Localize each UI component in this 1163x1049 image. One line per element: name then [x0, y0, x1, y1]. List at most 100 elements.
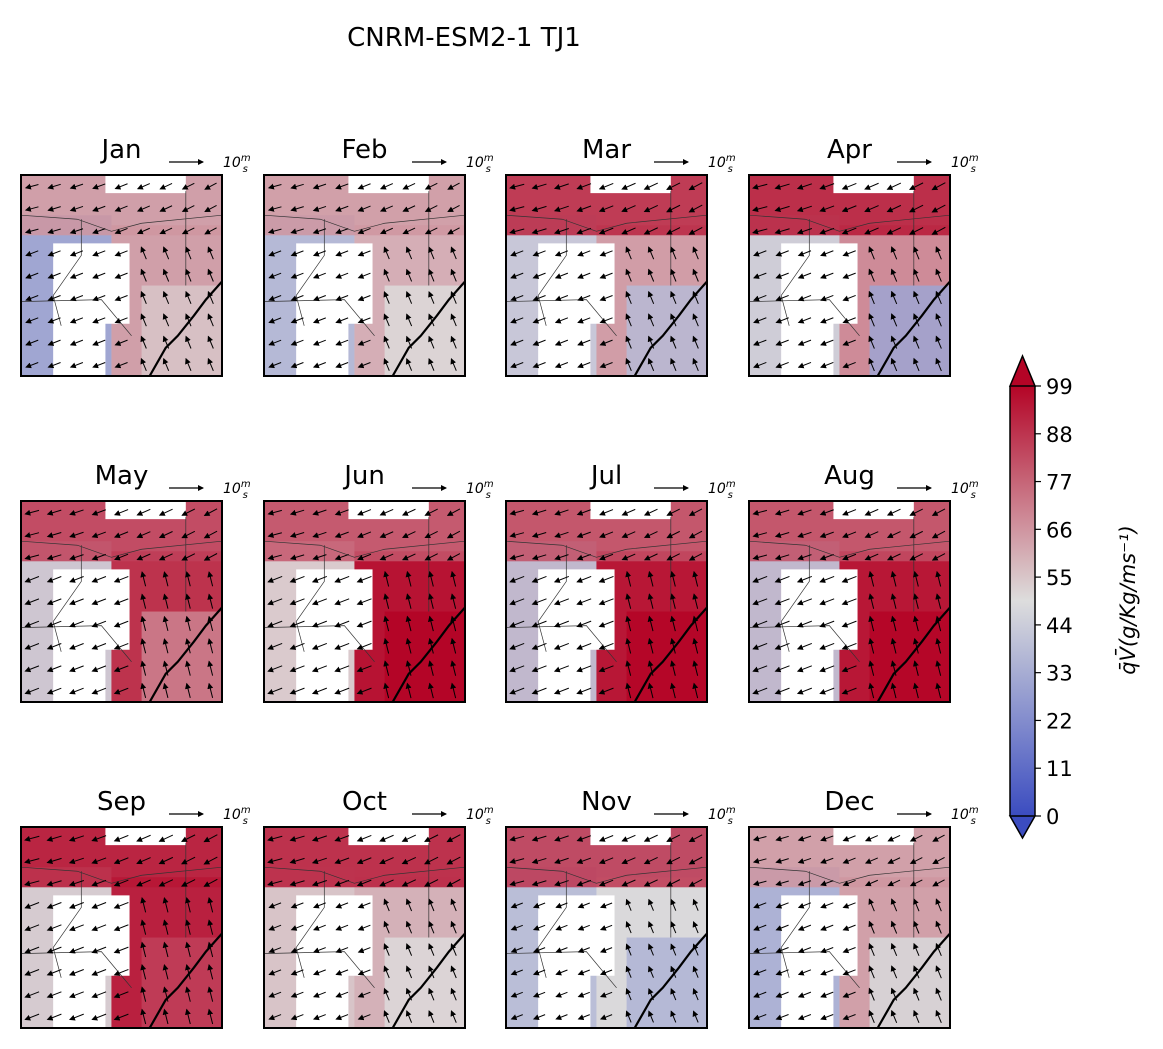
wind-vector — [625, 943, 632, 956]
coastline — [148, 932, 222, 1028]
wind-vector — [267, 687, 283, 695]
panel-frame — [20, 826, 223, 1029]
wind-vector — [379, 183, 393, 190]
wind-vector — [775, 924, 789, 931]
panel-jan: Jan 10m s — [20, 135, 251, 377]
wind-vector — [401, 834, 417, 842]
wind-vector — [797, 272, 812, 279]
wind-vector — [313, 947, 326, 954]
wind-vector — [140, 313, 147, 327]
wind-vector — [68, 1013, 84, 1021]
wind-vector — [290, 339, 304, 346]
wind-vector — [554, 857, 569, 865]
wind-vector — [335, 250, 349, 257]
quiver-key-unit-den: s — [486, 490, 491, 501]
wind-vector — [935, 965, 942, 979]
wind-vector — [207, 941, 214, 958]
wind-vector — [204, 205, 217, 213]
wind-vector — [91, 576, 107, 583]
wind-vector — [647, 682, 654, 699]
wind-vector — [555, 991, 568, 998]
wind-vector — [670, 921, 677, 934]
mask-north — [348, 175, 429, 194]
wind-vector — [819, 575, 835, 583]
wind-vector — [162, 246, 170, 260]
wind-vector — [753, 947, 767, 954]
wind-vector — [402, 205, 416, 212]
wind-vector — [752, 880, 767, 887]
wind-vector — [311, 835, 327, 842]
wind-vector — [864, 205, 879, 213]
country-borders — [749, 517, 950, 663]
wind-vector — [598, 575, 614, 583]
panel-oct: Oct 10m s — [263, 787, 494, 1029]
wind-vector — [842, 553, 857, 561]
wind-vector — [890, 965, 898, 979]
wind-vector — [114, 183, 128, 190]
wind-vector — [599, 250, 613, 257]
wind-vector — [114, 339, 128, 346]
wind-vector — [46, 1013, 62, 1021]
wind-vector — [819, 183, 835, 190]
wind-vector — [842, 924, 856, 931]
wind-vector — [267, 554, 282, 561]
wind-vector — [688, 553, 703, 561]
wind-vector — [401, 508, 416, 516]
wind-vector — [797, 294, 812, 302]
wind-vector — [692, 357, 699, 372]
wind-vector — [92, 272, 106, 279]
wind-vector — [599, 509, 614, 516]
wind-vector — [383, 313, 390, 327]
wind-vector — [113, 857, 129, 865]
wind-vector — [509, 858, 525, 864]
wind-vector — [140, 335, 147, 349]
wind-vector — [935, 920, 942, 934]
wind-vector — [774, 665, 790, 673]
wind-vector — [931, 530, 946, 539]
wind-vector — [428, 358, 435, 371]
colorbar-tick-label: 11 — [1046, 757, 1073, 781]
wind-vector — [598, 205, 614, 213]
quiver-key-value: 10 — [223, 807, 241, 823]
wind-vector — [335, 991, 349, 998]
wind-vector — [185, 357, 192, 372]
wind-vector — [820, 339, 834, 346]
wind-vector — [450, 660, 457, 676]
wind-vector — [643, 857, 658, 865]
wind-vector — [383, 268, 390, 282]
wind-vector — [24, 924, 40, 932]
wind-vector — [820, 294, 834, 302]
wind-vector — [753, 361, 767, 369]
wind-vector — [913, 987, 920, 1001]
wind-vector — [820, 361, 834, 369]
wind-vector — [886, 531, 901, 539]
wind-vector — [69, 531, 84, 539]
wind-vector — [207, 335, 214, 349]
wind-vector — [290, 295, 304, 302]
wind-vector — [647, 570, 654, 587]
wind-vector — [796, 620, 813, 628]
wind-vector — [383, 291, 390, 304]
wind-vector — [532, 317, 546, 324]
wind-vector — [428, 898, 435, 912]
wind-vector — [643, 204, 658, 213]
wind-vector — [841, 687, 857, 695]
panel-frame — [505, 174, 708, 377]
wind-vector — [864, 531, 879, 539]
wind-vector — [510, 339, 524, 346]
wind-vector — [532, 272, 546, 279]
wind-vector — [268, 362, 282, 369]
wind-vector — [46, 665, 62, 673]
wind-vector — [268, 250, 282, 257]
wind-vector — [203, 856, 218, 865]
wind-vector — [91, 553, 106, 561]
wind-vector — [598, 182, 614, 190]
wind-vector — [797, 1014, 812, 1021]
wind-vector — [335, 295, 349, 302]
wind-vector — [935, 942, 942, 957]
wind-vector — [666, 553, 680, 561]
wind-vector — [162, 615, 169, 632]
wind-vector — [775, 835, 789, 842]
wind-vector — [289, 880, 305, 887]
wind-vector — [405, 637, 412, 654]
